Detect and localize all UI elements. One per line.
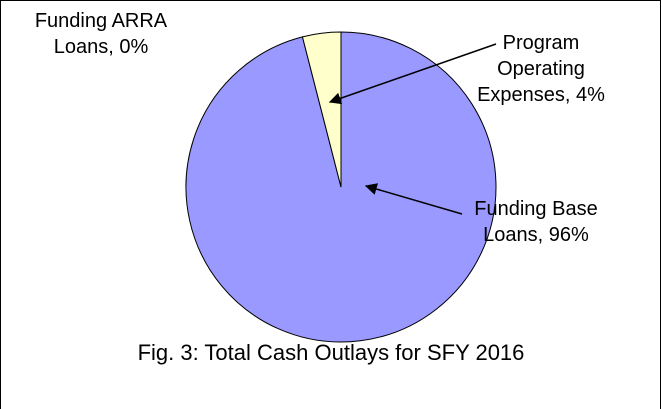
chart-title: Fig. 3: Total Cash Outlays for SFY 2016: [137, 340, 525, 365]
category-label: Funding Base Loans: [474, 198, 598, 246]
slice-label: Funding Base Loans96%: [458, 196, 614, 248]
leader-arrow: [328, 43, 497, 105]
category-label: Funding ARRA Loans: [34, 10, 168, 58]
value-label: 4%: [565, 84, 605, 106]
value-label: 96%: [538, 224, 589, 246]
leader-arrow: [364, 183, 463, 215]
slice-label: Funding ARRA Loans0%: [26, 8, 176, 60]
slice-label: Program Operating Expenses4%: [470, 30, 612, 108]
value-label: 0%: [108, 36, 148, 58]
category-label: Program Operating Expenses: [477, 32, 585, 106]
